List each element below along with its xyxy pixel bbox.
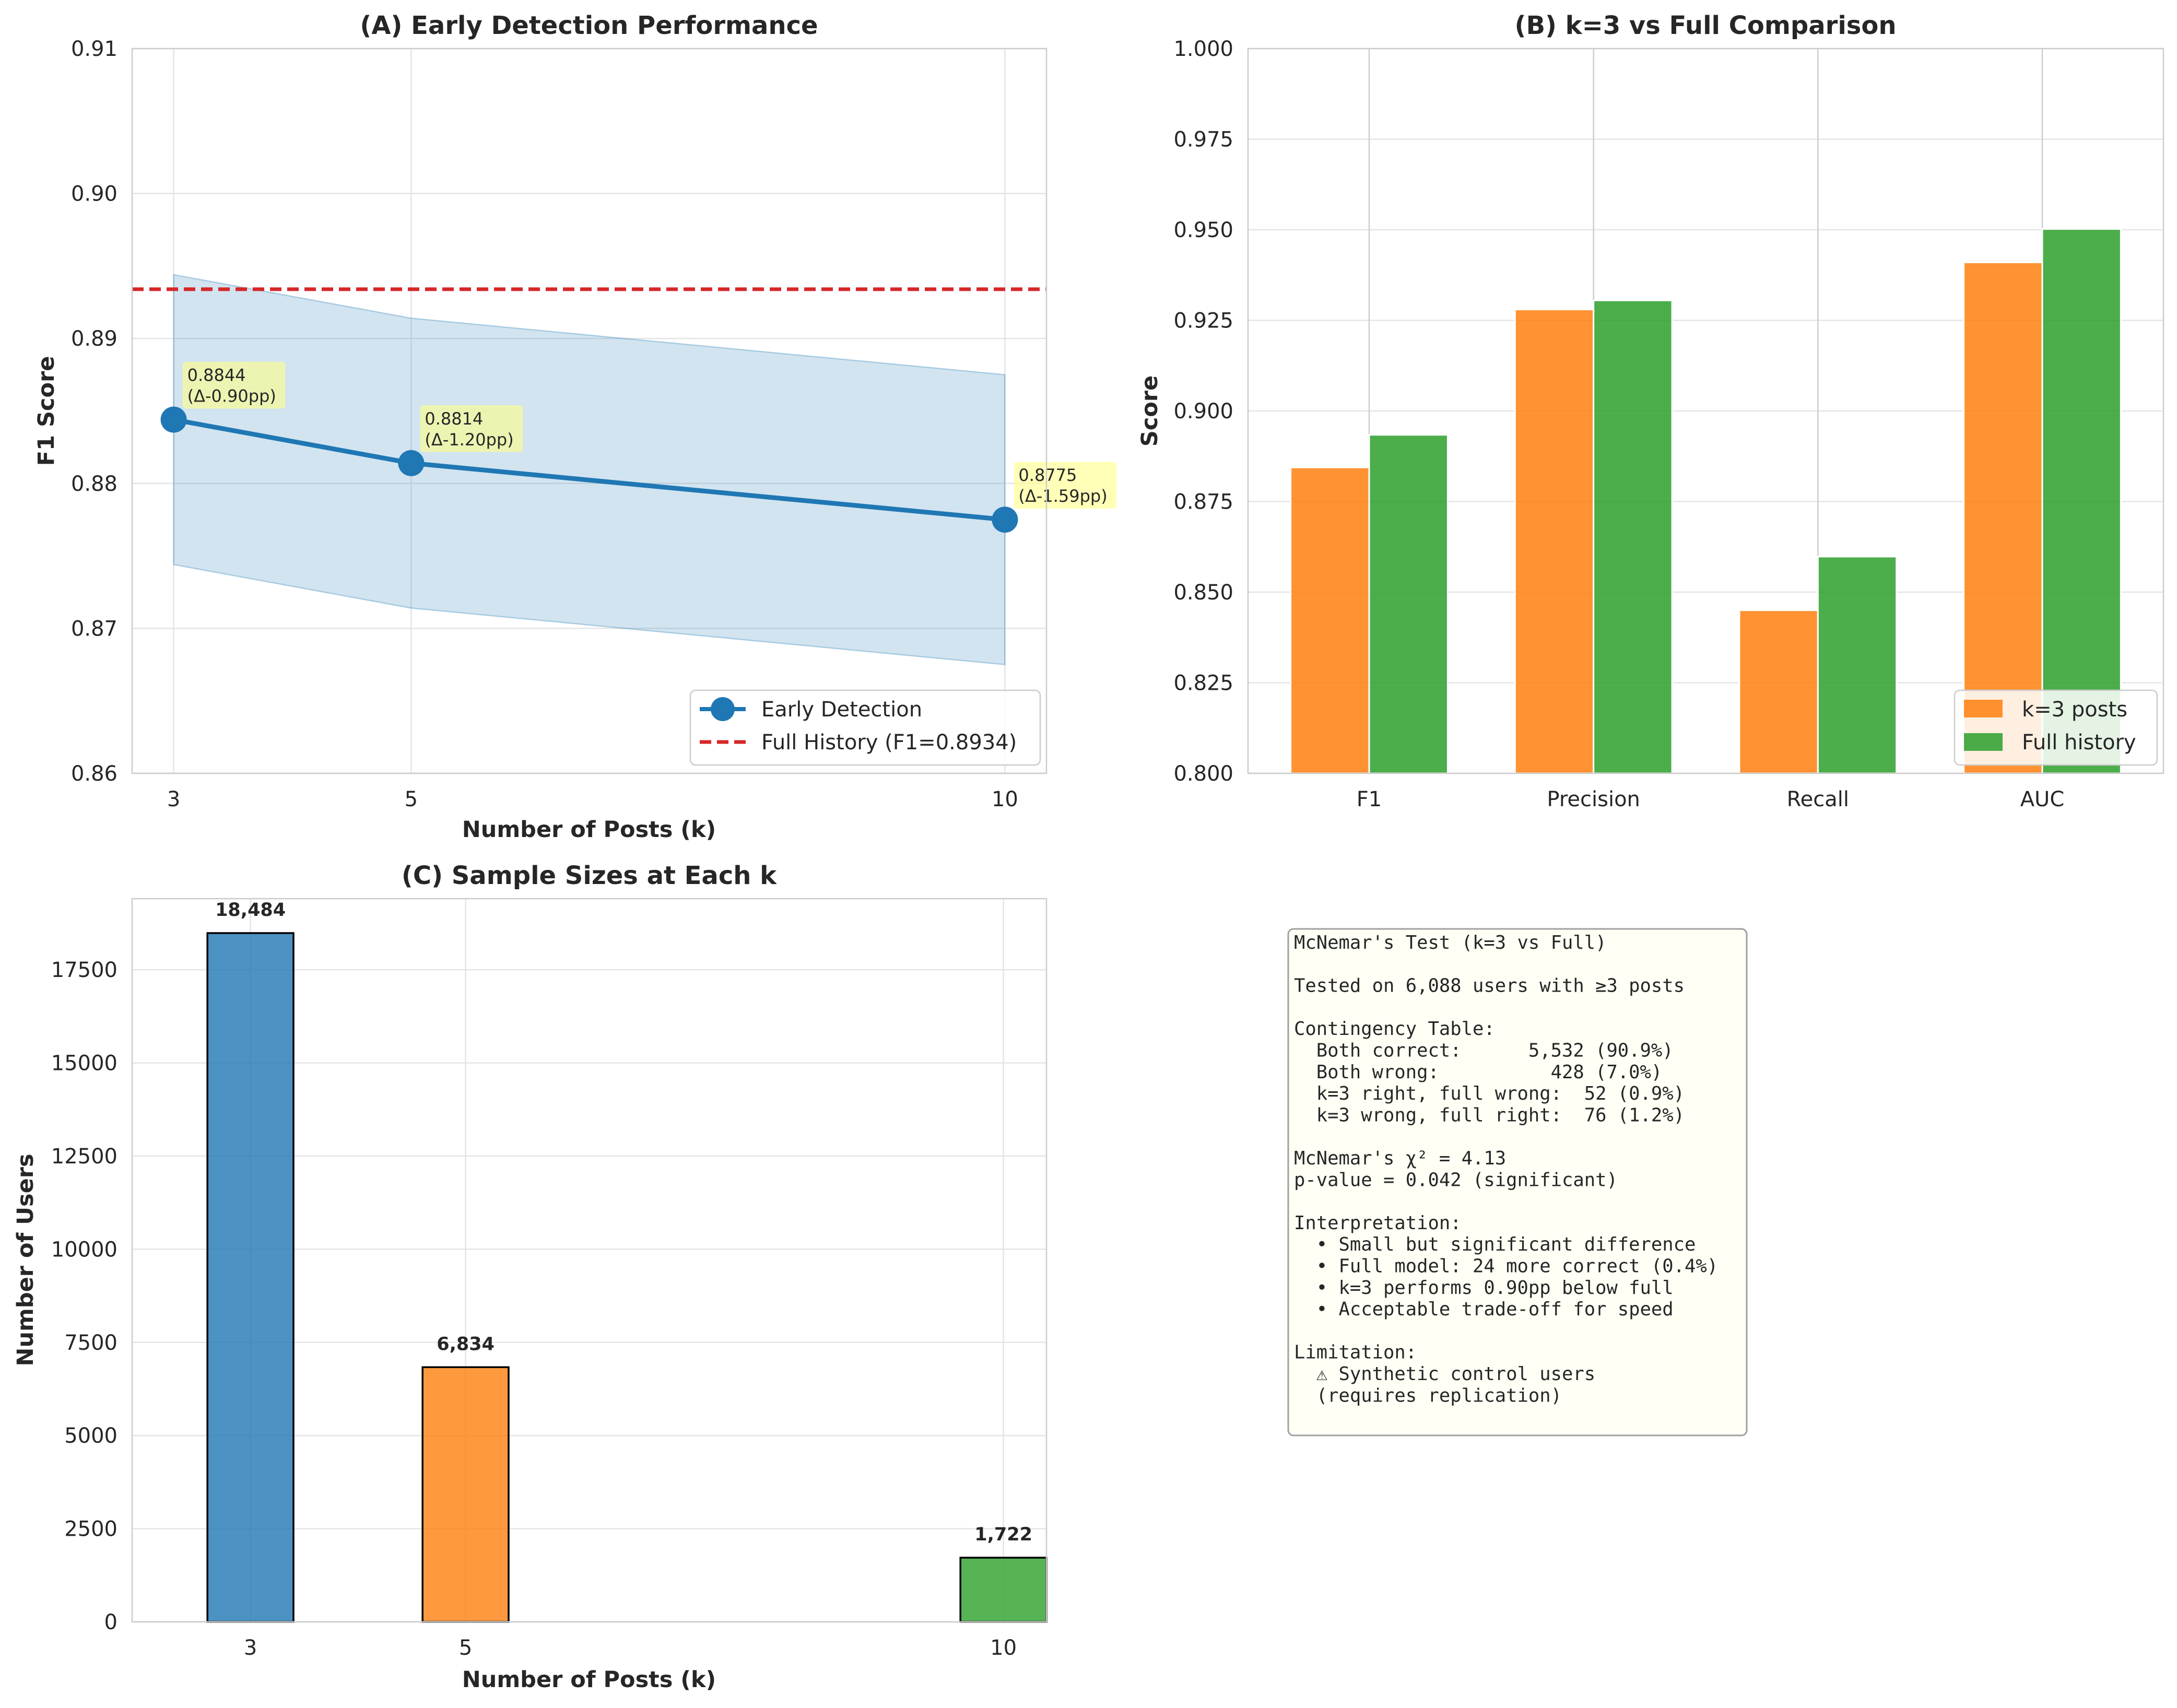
panel-a-early-detection-chart: 0.8844(Δ-0.90pp)0.8814(Δ-1.20pp)0.8775(Δ… (33, 11, 1116, 843)
c-xtick-label: 5 (459, 1636, 472, 1660)
a-point-annotation: 0.8814(Δ-1.20pp) (420, 405, 523, 452)
b-bar-k3 (1738, 609, 1819, 774)
legend-marker-early-detection (711, 697, 735, 721)
b-xtick-label: Recall (1787, 787, 1849, 811)
b-xtick-label: AUC (2020, 787, 2065, 811)
a-point-annotation: 0.8775(Δ-1.59pp) (1014, 462, 1116, 509)
b-ytick-label: 0.800 (1173, 762, 1233, 786)
b-bar-full (1368, 434, 1449, 774)
panel-a-xlabel: Number of Posts (k) (462, 817, 716, 843)
a-ytick-label: 0.89 (71, 327, 117, 351)
a-point-annotation: 0.8844(Δ-0.90pp) (183, 362, 286, 409)
panel-a-title: (A) Early Detection Performance (360, 11, 818, 40)
a-data-point (160, 406, 187, 433)
b-bar-k3 (1514, 309, 1595, 774)
panel-a-ylabel: F1 Score (33, 356, 60, 466)
c-ytick-label: 17500 (51, 958, 117, 982)
c-ytick-label: 5000 (64, 1424, 117, 1448)
svg-text:0.8814: 0.8814 (425, 409, 483, 429)
c-bar (421, 1366, 510, 1623)
a-data-point (992, 506, 1018, 533)
panel-b-ylabel: Score (1137, 375, 1163, 446)
panel-c-sample-sizes-chart: 18,484 6,834 1,722 0 2500 5000 7500 10000 12500… (13, 861, 1048, 1693)
c-xtick-label: 3 (244, 1636, 257, 1660)
c-ytick-label: 2500 (64, 1517, 117, 1541)
svg-text:(Δ-0.90pp): (Δ-0.90pp) (187, 386, 276, 406)
b-bar-full (1817, 556, 1898, 774)
c-bar (959, 1557, 1048, 1623)
c-ytick-label: 10000 (51, 1238, 117, 1262)
b-xtick-label: Precision (1547, 787, 1640, 811)
legend-swatch-k3 (1964, 700, 2003, 717)
a-xtick-label: 5 (405, 787, 418, 811)
b-ytick-label: 0.900 (1173, 399, 1233, 423)
svg-text:0.8844: 0.8844 (187, 366, 246, 385)
b-ytick-label: 0.850 (1173, 581, 1233, 605)
c-ytick-label: 7500 (64, 1331, 117, 1355)
b-bar-full (2041, 228, 2122, 774)
b-ytick-label: 0.875 (1173, 490, 1233, 514)
svg-text:(Δ-1.59pp): (Δ-1.59pp) (1018, 486, 1107, 506)
c-xtick-label: 10 (990, 1636, 1017, 1660)
b-xtick-label: F1 (1357, 787, 1382, 811)
legend-full-history: Full History (F1=0.8934) (761, 731, 1017, 755)
b-bar-k3 (1290, 466, 1370, 774)
mcnemar-stats-box: McNemar's Test (k=3 vs Full) Tested on 6… (1287, 928, 1748, 1436)
c-ytick-label: 0 (104, 1610, 117, 1634)
b-ytick-label: 0.975 (1173, 128, 1233, 152)
stats-text: McNemar's Test (k=3 vs Full) Tested on 6… (1294, 932, 1718, 1406)
panel-c-ylabel: Number of Users (13, 1153, 39, 1366)
panel-c-xlabel: Number of Posts (k) (462, 1667, 716, 1693)
a-confidence-band (173, 274, 1006, 666)
a-ytick-label: 0.86 (71, 762, 117, 786)
c-bar-value-label: 1,722 (974, 1524, 1032, 1545)
legend-swatch-full (1964, 733, 2003, 751)
c-ytick-label: 12500 (51, 1145, 117, 1169)
panel-b-comparison-chart: 0.800 0.825 0.850 0.875 0.900 0.925 0.950 0.975… (1137, 11, 2164, 811)
c-bar-value-label: 6,834 (437, 1334, 495, 1354)
a-ytick-label: 0.87 (71, 617, 117, 641)
c-bar (206, 932, 295, 1623)
b-ytick-label: 0.950 (1173, 218, 1233, 242)
b-bar-full (1593, 299, 1673, 774)
legend-full-history-b: Full history (2022, 731, 2136, 755)
c-ytick-label: 15000 (51, 1052, 117, 1076)
b-ytick-label: 0.825 (1173, 672, 1233, 696)
a-ytick-label: 0.91 (71, 37, 117, 61)
svg-text:(Δ-1.20pp): (Δ-1.20pp) (425, 430, 513, 450)
a-ytick-label: 0.88 (71, 472, 117, 496)
panel-c-title: (C) Sample Sizes at Each k (402, 861, 777, 890)
c-bar-value-label: 18,484 (215, 900, 286, 921)
a-xtick-label: 3 (167, 787, 180, 811)
a-ytick-label: 0.90 (71, 182, 117, 206)
b-ytick-label: 1.000 (1173, 37, 1233, 61)
a-xtick-label: 10 (992, 787, 1018, 811)
b-ytick-label: 0.925 (1173, 309, 1233, 333)
legend-early-detection: Early Detection (761, 698, 922, 722)
a-data-point (398, 450, 425, 476)
panel-b-title: (B) k=3 vs Full Comparison (1515, 11, 1897, 40)
legend-k3-posts: k=3 posts (2022, 698, 2127, 722)
svg-text:0.8775: 0.8775 (1018, 465, 1077, 485)
panel-b-legend: k=3 posts Full history (1954, 689, 2158, 766)
panel-a-legend: Early Detection Full History (F1=0.8934) (689, 689, 1041, 766)
